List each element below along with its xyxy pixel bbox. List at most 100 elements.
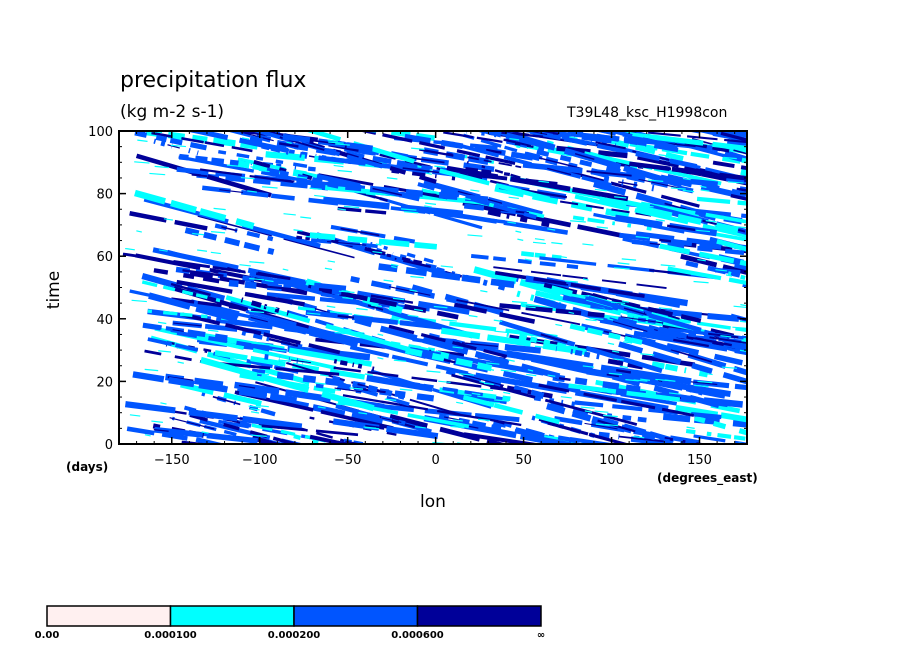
precip-streak (543, 117, 578, 125)
precip-core (327, 241, 367, 246)
precip-streak (517, 258, 532, 265)
precip-streak (854, 421, 875, 426)
precip-streak (442, 386, 458, 393)
precip-streak (244, 281, 257, 289)
precip-fringe (441, 319, 457, 322)
precip-streak (798, 301, 841, 314)
precip-streak (195, 155, 208, 163)
precip-fringe (613, 267, 630, 270)
precip-streak (309, 416, 315, 420)
precip-core (659, 238, 672, 243)
precip-streak (791, 184, 829, 193)
precip-streak (174, 355, 192, 362)
precip-streak (478, 216, 506, 224)
precip-streak (339, 290, 368, 302)
precip-fringe (700, 189, 710, 192)
precip-streak (349, 345, 390, 358)
precip-streak (781, 329, 792, 332)
precip-streak (667, 242, 685, 250)
precip-fringe (471, 392, 481, 396)
precip-streak (784, 276, 802, 278)
precip-fringe (358, 412, 368, 415)
precip-streak (345, 183, 362, 192)
precip-streak (124, 401, 176, 414)
precip-streak (828, 271, 853, 278)
precip-fringe (390, 263, 399, 267)
precip-fringe (426, 370, 441, 373)
precip-streak (504, 145, 518, 153)
precip-streak (347, 235, 368, 244)
precip-fringe (614, 196, 627, 199)
precip-streak (167, 249, 198, 262)
precip-streak (836, 352, 879, 357)
precip-streak (748, 185, 761, 187)
precip-streak (690, 411, 722, 420)
precip-streak (821, 195, 834, 197)
precip-streak (538, 126, 553, 129)
precip-streak (720, 131, 747, 142)
colorbar-swatch (293, 605, 419, 627)
precip-core (182, 269, 224, 277)
precip-streak (727, 271, 732, 277)
precip-streak (798, 172, 823, 177)
precip-fringe (582, 365, 595, 368)
precip-streak (812, 430, 843, 435)
precip-fringe (250, 407, 260, 411)
precip-streak (739, 259, 747, 267)
precip-streak (412, 259, 423, 265)
precip-streak (746, 186, 747, 189)
precip-streak (652, 351, 682, 365)
precip-fringe (503, 391, 511, 395)
colorbar-label: 0.000100 (144, 630, 197, 641)
precip-streak (534, 252, 546, 259)
precip-streak (440, 139, 464, 149)
precip-streak (266, 167, 280, 176)
precip-fringe (305, 235, 322, 239)
precip-fringe (551, 242, 563, 245)
precip-streak (510, 126, 530, 129)
precip-streak (506, 213, 510, 219)
precip-streak (269, 393, 298, 404)
precip-streak (858, 279, 887, 287)
precip-core (462, 125, 477, 129)
precip-streak (463, 203, 485, 211)
precip-streak (503, 172, 511, 177)
precip-streak (593, 180, 627, 196)
precip-streak (820, 307, 891, 327)
precip-streak (769, 188, 795, 193)
x-tick-label: −150 (154, 453, 190, 468)
colorbar-label: ∞ (537, 630, 545, 641)
precip-streak (635, 144, 656, 155)
colorbar: 0.00 0.000100 0.000200 0.000600 ∞ (35, 605, 545, 641)
precip-streak (680, 441, 702, 444)
precip-streak (756, 345, 763, 347)
precip-streak (215, 317, 273, 330)
precip-streak (712, 420, 727, 430)
precip-streak (208, 469, 212, 470)
precip-streak (214, 350, 248, 361)
precip-streak (836, 219, 875, 228)
precip-fringe (565, 345, 578, 348)
precip-streak (610, 470, 647, 475)
precip-fringe (136, 230, 142, 233)
precip-fringe (319, 374, 329, 377)
precip-streak (548, 450, 552, 451)
precip-streak (587, 311, 605, 318)
precip-core (787, 450, 806, 453)
precip-streak (386, 431, 397, 436)
precip-streak (607, 263, 655, 273)
precip-fringe (283, 213, 296, 216)
precip-fringe (700, 185, 707, 189)
precip-fringe (694, 384, 709, 388)
precip-streak (577, 224, 625, 239)
precip-fringe (617, 262, 630, 265)
precip-streak (637, 155, 680, 168)
precip-streak (391, 473, 407, 477)
precip-streak (473, 266, 518, 285)
precip-streak (226, 131, 237, 133)
precip-streak (417, 182, 435, 191)
precip-streak (452, 341, 477, 351)
precip-fringe (197, 249, 208, 252)
precip-streak (278, 167, 287, 173)
precip-streak (191, 134, 208, 144)
